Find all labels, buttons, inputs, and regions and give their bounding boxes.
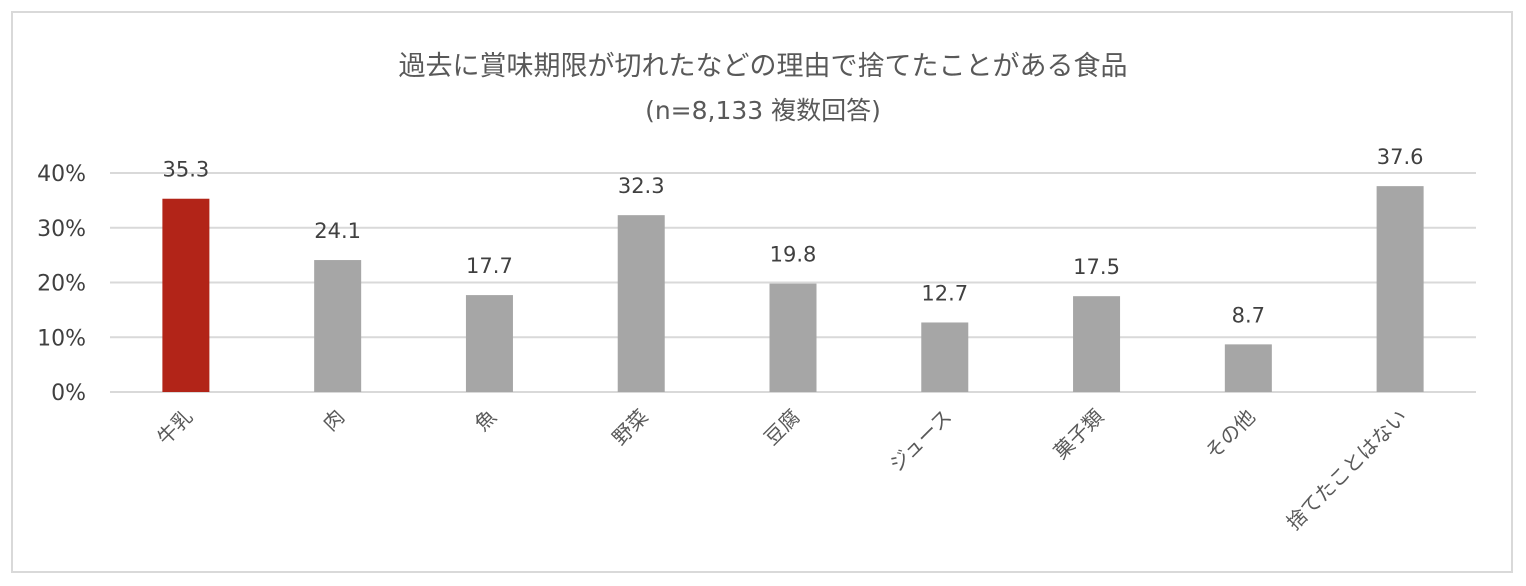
bar: [769, 283, 817, 392]
data-label: 19.8: [770, 243, 817, 267]
data-label: 12.7: [921, 281, 968, 305]
y-tick-label: 20%: [37, 272, 86, 297]
bar: [162, 198, 210, 392]
category-label: 魚: [470, 405, 501, 436]
category-label: 肉: [318, 405, 349, 436]
category-label: 野菜: [608, 405, 653, 450]
bar: [1376, 186, 1424, 392]
chart-subtitle: (n=8,133 複数回答): [645, 96, 881, 125]
data-label: 17.7: [466, 254, 513, 278]
bar: [465, 295, 513, 392]
category-label: 捨てたことはない: [1282, 405, 1412, 535]
category-label: 牛乳: [152, 405, 197, 450]
bar: [921, 322, 969, 392]
data-label: 24.1: [314, 219, 361, 243]
bar: [1073, 296, 1121, 392]
y-tick-label: 10%: [37, 326, 86, 351]
bar: [1224, 344, 1272, 392]
y-tick-label: 30%: [37, 217, 86, 242]
data-label: 17.5: [1073, 255, 1120, 279]
bar: [314, 260, 362, 392]
data-label: 37.6: [1377, 145, 1424, 169]
data-label: 32.3: [618, 174, 665, 198]
category-label: 菓子類: [1049, 405, 1108, 464]
y-tick-label: 0%: [51, 381, 86, 406]
bar: [617, 215, 665, 392]
category-label: その他: [1200, 405, 1259, 464]
category-label: 豆腐: [759, 405, 804, 450]
data-label: 35.3: [163, 158, 210, 182]
chart-frame: [11, 11, 1513, 573]
chart-title: 過去に賞味期限が切れたなどの理由で捨てたことがある食品: [398, 51, 1128, 82]
data-label: 8.7: [1232, 303, 1265, 327]
category-label: ジュース: [884, 405, 956, 477]
y-tick-label: 40%: [37, 162, 86, 187]
